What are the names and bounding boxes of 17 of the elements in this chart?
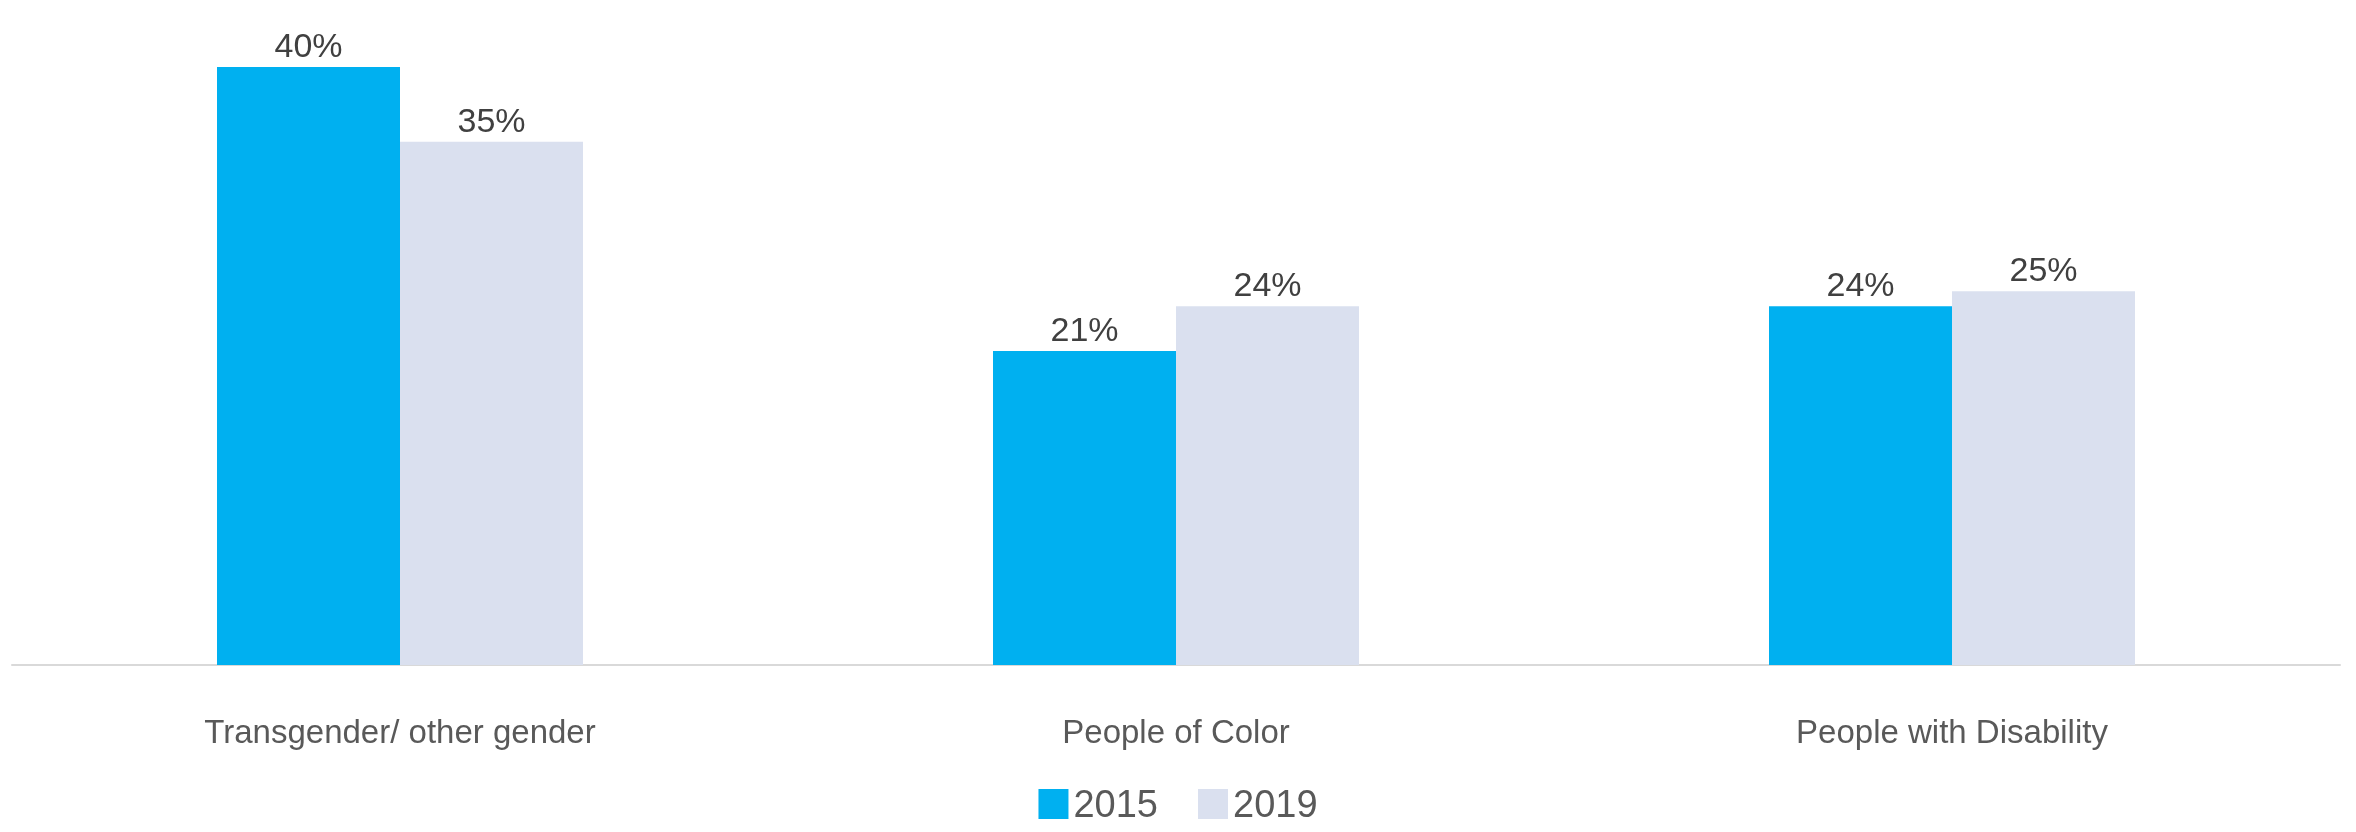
data-label: 40% — [274, 26, 343, 64]
bar — [1769, 306, 1952, 665]
bar — [1176, 306, 1359, 665]
data-label: 24% — [1233, 265, 1302, 304]
legend-label: 2019 — [1233, 783, 1318, 825]
x-tick-label: People with Disability — [1796, 713, 2109, 750]
data-label: 35% — [457, 100, 526, 139]
data-label: 21% — [1050, 310, 1119, 349]
x-tick-label: Transgender/ other gender — [204, 713, 596, 750]
legend-label: 2015 — [1073, 783, 1159, 825]
x-tick-label: People of Color — [1062, 713, 1290, 750]
bar — [400, 141, 583, 665]
bar — [217, 67, 400, 665]
data-label: 25% — [2009, 250, 2078, 289]
bar — [1952, 291, 2135, 665]
bar — [993, 351, 1176, 665]
data-label: 24% — [1826, 265, 1895, 304]
